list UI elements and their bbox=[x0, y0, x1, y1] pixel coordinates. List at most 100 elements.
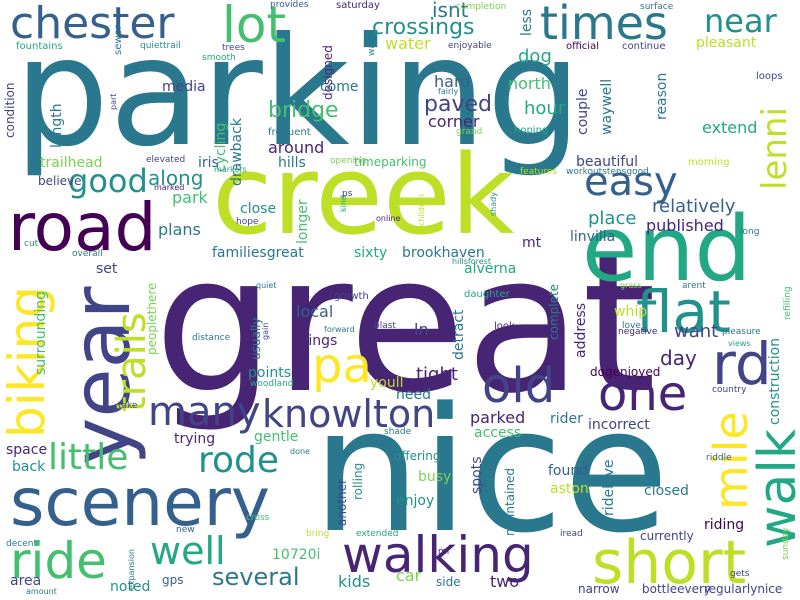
word-relatively: relatively bbox=[652, 196, 736, 217]
word-want: want bbox=[674, 321, 719, 342]
word-length: length bbox=[49, 103, 65, 148]
word-currently: currently bbox=[640, 529, 694, 543]
word-designed: designed bbox=[321, 45, 335, 100]
word-construction: construction bbox=[767, 337, 783, 425]
word-come: come bbox=[320, 79, 359, 95]
word-elevated: elevated bbox=[146, 155, 186, 165]
word-new: new bbox=[176, 525, 195, 535]
word-peoplethere: peoplethere bbox=[145, 282, 159, 355]
word-quiet: quiet bbox=[256, 281, 277, 290]
word-online: online bbox=[376, 214, 401, 223]
word-ps: ps bbox=[342, 189, 353, 199]
word-side: side bbox=[436, 575, 461, 589]
word-easy: easy bbox=[584, 159, 678, 205]
word-gets: gets bbox=[730, 569, 750, 579]
word-provides: provides bbox=[270, 0, 309, 10]
word-brookhaven: brookhaven bbox=[402, 245, 485, 261]
word-loops: loops bbox=[756, 71, 783, 82]
word-noted: noted bbox=[110, 579, 151, 595]
word-set: set bbox=[96, 261, 118, 277]
word-bridge: bridge bbox=[268, 98, 339, 123]
word-enjoyable: enjoyable bbox=[448, 41, 492, 51]
word-flat: flat bbox=[636, 278, 731, 346]
word-found: found bbox=[548, 463, 589, 479]
word-cut: cut bbox=[24, 239, 39, 249]
word-sunday: sunday bbox=[781, 527, 791, 560]
word-markers: markers bbox=[214, 165, 247, 174]
word-pleasure: pleasure bbox=[722, 327, 761, 337]
word-surrounding: surrounding bbox=[33, 291, 49, 375]
word-published: published bbox=[646, 216, 724, 235]
word-back: back bbox=[12, 459, 46, 475]
word-linvilla: linvilla bbox=[570, 229, 616, 245]
word-lenni: lenni bbox=[755, 107, 795, 190]
word-hard: hard bbox=[434, 72, 471, 91]
word-reason: reason bbox=[654, 72, 670, 120]
word-way: way bbox=[367, 37, 377, 56]
word-done: done bbox=[290, 447, 310, 456]
word-extended: extended bbox=[356, 529, 399, 539]
word-kids: kids bbox=[338, 572, 371, 591]
word-end: end bbox=[582, 197, 752, 302]
word-park: park bbox=[172, 188, 208, 207]
word-complete: complete bbox=[547, 283, 561, 340]
word-surface: surface bbox=[640, 2, 674, 12]
word-plans: plans bbox=[158, 220, 201, 239]
word-along: along bbox=[148, 166, 204, 190]
word-timeparking: timeparking bbox=[354, 155, 427, 169]
word-dog: dog bbox=[518, 46, 552, 67]
word-shady: shady bbox=[489, 192, 498, 216]
word-longer: longer bbox=[295, 199, 311, 244]
word-saturday: saturday bbox=[336, 0, 380, 11]
word-short: short bbox=[592, 528, 747, 598]
word-paved: paved bbox=[424, 92, 492, 117]
word-offering: offering bbox=[394, 449, 441, 463]
word-enjoy: enjoy bbox=[396, 493, 435, 509]
word-long: long bbox=[740, 227, 760, 237]
word-media: media bbox=[162, 79, 206, 95]
word-around: around bbox=[268, 138, 325, 157]
word-extend: extend bbox=[702, 118, 758, 137]
word-children: children bbox=[417, 193, 426, 226]
word-close: close bbox=[240, 201, 277, 217]
word-hour: hour bbox=[524, 98, 566, 119]
word-grass: grass bbox=[620, 281, 642, 290]
word-whip: whip bbox=[614, 304, 648, 320]
word-gps: gps bbox=[162, 573, 184, 587]
word-pa: pa bbox=[312, 338, 372, 394]
word-grand: grand bbox=[456, 127, 483, 137]
word-decent: decent bbox=[6, 539, 37, 549]
word-four: four bbox=[182, 371, 201, 381]
word-creek: creek bbox=[212, 131, 515, 259]
word-local: local bbox=[296, 302, 334, 321]
word-another: another bbox=[335, 479, 349, 526]
word-overall: overall bbox=[72, 249, 103, 259]
word-rd: rd bbox=[712, 330, 772, 398]
word-knowlton: knowlton bbox=[262, 392, 436, 436]
word-busy: busy bbox=[418, 469, 452, 485]
word-incorrect: incorrect bbox=[588, 417, 650, 433]
word-access: access bbox=[474, 425, 522, 441]
word-official: official bbox=[566, 41, 599, 52]
word-two: two bbox=[490, 572, 520, 591]
word-alverna: alverna bbox=[464, 261, 517, 277]
word-trees: trees bbox=[222, 43, 245, 53]
word-isnt: isnt bbox=[432, 0, 469, 22]
word-hillsforest: hillsforest bbox=[452, 257, 491, 266]
word-tight: tight bbox=[416, 364, 458, 385]
word-look: look bbox=[494, 321, 515, 332]
word-ln: ln bbox=[414, 320, 429, 339]
word-blast: blast bbox=[374, 321, 396, 331]
word-narrow: narrow bbox=[578, 582, 620, 596]
word-dogenjoyed: dogenjoyed bbox=[590, 365, 661, 379]
word-amount: amount bbox=[26, 587, 57, 596]
word-cross: cross bbox=[246, 513, 270, 523]
word-parked: parked bbox=[470, 408, 526, 427]
word-aston: aston bbox=[550, 481, 589, 497]
word-riddle: riddle bbox=[706, 453, 732, 463]
word-regularlynice: regularlynice bbox=[704, 582, 783, 596]
word-part: part bbox=[109, 93, 118, 110]
word-smooth: smooth bbox=[202, 53, 236, 63]
word-times: times bbox=[540, 0, 668, 50]
